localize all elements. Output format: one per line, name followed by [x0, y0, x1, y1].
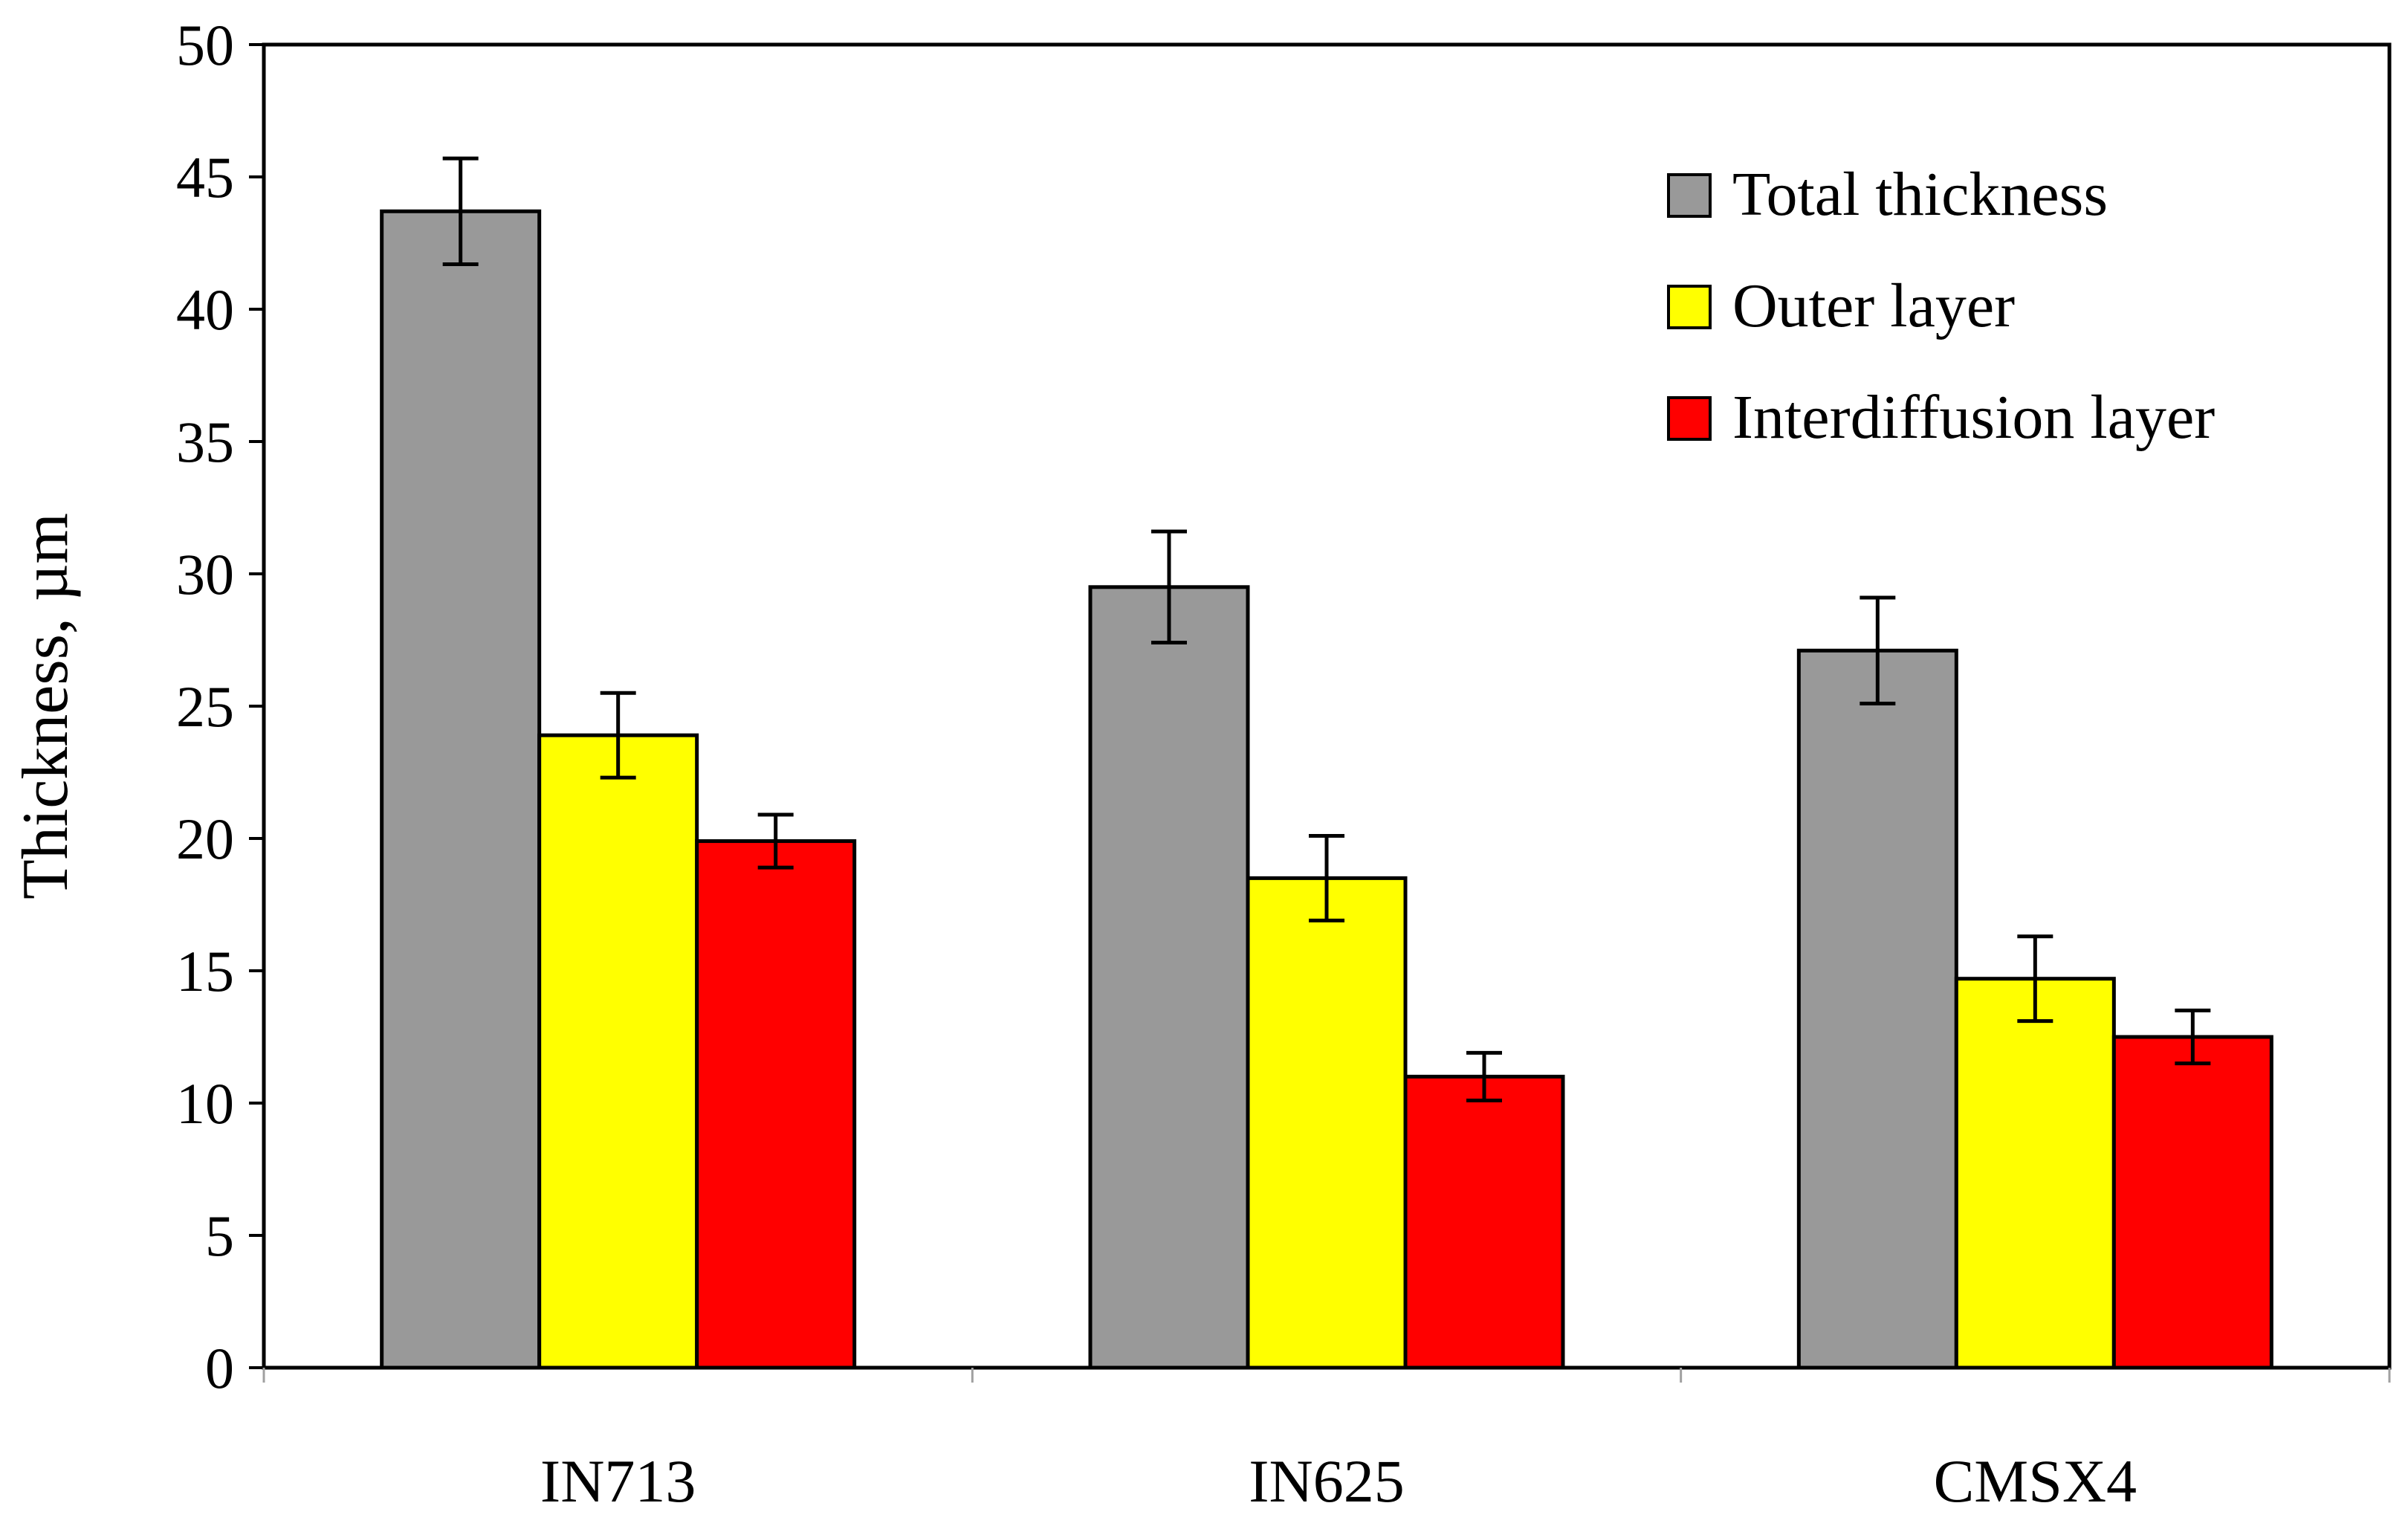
bar-series [380, 209, 2273, 1370]
y-tick-label: 5 [205, 1203, 234, 1268]
y-tick-label: 40 [176, 277, 234, 342]
legend-swatch-0 [1667, 173, 1712, 218]
legend: Total thickness Outer layer Interdiffusion… [1667, 160, 2215, 452]
legend-swatch-1 [1667, 285, 1712, 329]
y-tick-label: 10 [176, 1071, 234, 1136]
legend-label: Interdiffusion layer [1732, 383, 2215, 452]
x-category-label: IN625 [1249, 1447, 1405, 1515]
bar-in625-1 [1246, 876, 1408, 1370]
legend-swatch-2 [1667, 396, 1712, 441]
x-category-label: CMSX4 [1934, 1447, 2137, 1515]
error-bars [442, 156, 2211, 1102]
bar-in713-2 [695, 839, 857, 1370]
y-tick-label: 30 [176, 542, 234, 607]
bar-in625-2 [1403, 1074, 1565, 1370]
y-tick-label: 35 [176, 410, 234, 474]
y-axis: 0 5 10 15 20 25 30 35 40 45 50 [176, 13, 264, 1400]
x-category-label: IN713 [540, 1447, 696, 1515]
bar-cmsx4-0 [1796, 648, 1958, 1370]
y-axis-title: Thickness, µm [10, 513, 82, 899]
y-tick-label: 25 [176, 674, 234, 739]
legend-label: Total thickness [1732, 160, 2108, 229]
legend-label: Outer layer [1732, 271, 2015, 340]
y-tick-label: 45 [176, 145, 234, 210]
x-axis: IN713 IN625 CMSX4 [262, 1368, 2391, 1515]
bar-cmsx4-1 [1954, 977, 2116, 1370]
bar-cmsx4-2 [2111, 1035, 2273, 1370]
bar-in713-1 [537, 733, 699, 1370]
bar-in625-0 [1088, 585, 1250, 1370]
y-tick-label: 0 [205, 1336, 234, 1400]
bar-in713-0 [380, 209, 542, 1370]
y-tick-label: 20 [176, 806, 234, 871]
y-tick-label: 50 [176, 13, 234, 77]
y-tick-label: 15 [176, 939, 234, 1003]
